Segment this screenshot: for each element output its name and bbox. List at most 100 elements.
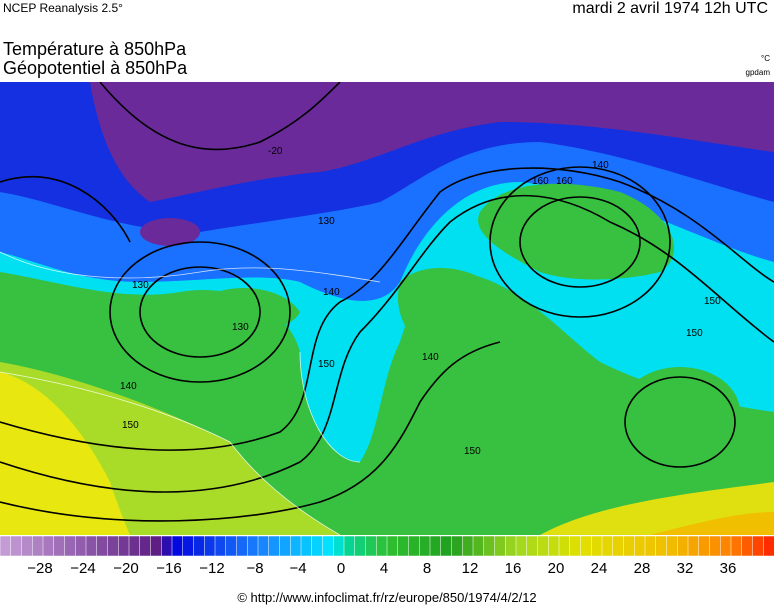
colorbar-swatch (698, 535, 711, 557)
colorbar-swatch (687, 535, 700, 557)
colorbar-swatch (171, 535, 184, 557)
contour-label: 150 (686, 328, 703, 339)
colorbar-swatch (451, 535, 463, 557)
colorbar-swatch (322, 535, 334, 557)
colorbar-swatch (161, 535, 173, 557)
colorbar-swatch (300, 535, 313, 557)
colorbar-swatch (720, 535, 732, 557)
colorbar-swatch (128, 535, 141, 557)
colorbar-swatch (354, 535, 367, 557)
colorbar-swatch (96, 535, 109, 557)
colorbar-swatch (204, 535, 216, 557)
map: -20 130 140 150 160 130 140 150 140 150 … (0, 82, 774, 535)
colorbar-swatch (515, 535, 528, 557)
colorbar-tick-label: 24 (591, 560, 608, 577)
contour-label: -20 (268, 146, 283, 157)
colorbar: −28 −24 −20 −16 −12 −8 −4 0 4 8 12 16 20 24 28 32 36 (0, 535, 774, 577)
colorbar-swatch (537, 535, 549, 557)
colorbar-swatch (268, 535, 281, 557)
colorbar-swatch (558, 535, 571, 557)
colorbar-swatch (376, 535, 388, 557)
colorbar-tick-label: 8 (423, 560, 431, 577)
colorbar-swatch (0, 535, 12, 557)
colorbar-swatch (64, 535, 76, 557)
colorbar-swatch (182, 535, 195, 557)
colorbar-swatch (85, 535, 98, 557)
colorbar-swatch (612, 535, 625, 557)
colorbar-swatch (408, 535, 420, 557)
colorbar-swatch (290, 535, 302, 557)
colorbar-tick-label: −20 (113, 560, 138, 577)
colorbar-swatch (601, 535, 614, 557)
contour-label: 140 (120, 381, 137, 392)
colorbar-swatch (623, 535, 635, 557)
colorbar-tick-label: −12 (199, 560, 224, 577)
colorbar-swatch (42, 535, 55, 557)
date: mardi 2 avril 1974 12h UTC (572, 0, 768, 17)
footer: © http://www.infoclimat.fr/rz/europe/850… (237, 590, 537, 605)
colorbar-swatch (677, 535, 689, 557)
colorbar-swatch (214, 535, 227, 557)
colorbar-swatch (343, 535, 356, 557)
colorbar-swatch (225, 535, 238, 557)
colorbar-tick-label: −16 (156, 560, 181, 577)
contour-label: 130 (132, 280, 149, 291)
colorbar-swatch (10, 535, 23, 557)
colorbar-swatch (139, 535, 152, 557)
colorbar-swatch (236, 535, 248, 557)
contour-label: 150 (704, 296, 721, 307)
colorbar-tick-label: 12 (462, 560, 479, 577)
colorbar-swatch (193, 535, 205, 557)
contour-label: 130 (232, 322, 249, 333)
colorbar-swatch (150, 535, 162, 557)
title-line: Température à 850hPa (3, 39, 187, 59)
contour-label: 150 (122, 420, 139, 431)
colorbar-tick-label: −28 (27, 560, 52, 577)
colorbar-tick-label: 0 (337, 560, 345, 577)
colorbar-swatch (333, 535, 345, 557)
colorbar-swatch (741, 535, 754, 557)
temperature-isotherms (0, 251, 381, 535)
colorbar-swatch (505, 535, 517, 557)
contour-label: 160 (532, 176, 549, 187)
colorbar-tick-label: −8 (246, 560, 263, 577)
contour-label: 140 (592, 160, 609, 171)
colorbar-swatch (763, 535, 774, 557)
colorbar-swatch (107, 535, 119, 557)
colorbar-tick-label: 32 (677, 560, 694, 577)
colorbar-swatch (730, 535, 743, 557)
colorbar-swatch (247, 535, 259, 557)
colorbar-swatch (386, 535, 399, 557)
colorbar-swatch (462, 535, 474, 557)
colorbar-swatch (666, 535, 678, 557)
colorbar-swatch (75, 535, 87, 557)
colorbar-swatch (365, 535, 377, 557)
title-line: Géopotentiel à 850hPa (3, 58, 188, 78)
temperature-field (0, 82, 774, 535)
colorbar-swatch (21, 535, 33, 557)
colorbar-tick-label: 28 (634, 560, 651, 577)
contour-label: 130 (318, 216, 335, 227)
contour-label: 150 (464, 446, 481, 457)
unit: °C (761, 54, 770, 63)
contour-label: 140 (323, 287, 340, 298)
colorbar-tick-label: 4 (380, 560, 388, 577)
colorbar-tick-label: −4 (289, 560, 306, 577)
colorbar-swatch (591, 535, 603, 557)
colorbar-tick-label: 20 (548, 560, 565, 577)
colorbar-swatch (483, 535, 496, 557)
colorbar-swatch (53, 535, 66, 557)
colorbar-swatch (279, 535, 291, 557)
colorbar-swatch (752, 535, 764, 557)
colorbar-swatch (32, 535, 44, 557)
contour-label: 160 (556, 176, 573, 187)
colorbar-tick-label: 16 (505, 560, 522, 577)
colorbar-tick-label: −24 (70, 560, 95, 577)
contour-label: 150 (318, 359, 335, 370)
colorbar-swatch (634, 535, 646, 557)
colorbar-swatch (440, 535, 453, 557)
contour-labels: -20 130 140 150 160 130 140 150 140 150 … (120, 146, 721, 457)
colorbar-swatch (655, 535, 668, 557)
colorbar-swatch (397, 535, 410, 557)
